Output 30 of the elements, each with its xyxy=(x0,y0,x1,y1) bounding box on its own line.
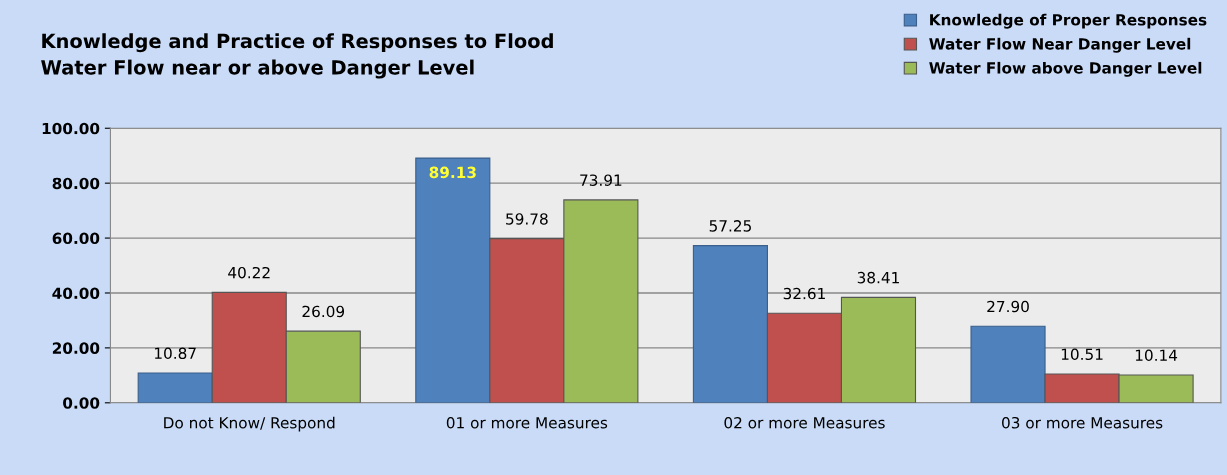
y-tick-label: 100.00 xyxy=(42,122,100,135)
data-label: 59.78 xyxy=(506,213,548,225)
legend-label: Water Flow Near Danger Level xyxy=(929,37,1191,53)
data-label: 57.25 xyxy=(709,220,751,232)
legend-label: Knowledge of Proper Responses xyxy=(930,13,1207,29)
data-label: 10.14 xyxy=(1135,349,1178,362)
x-tick-label: 02 or more Measures xyxy=(724,416,885,429)
bar xyxy=(137,372,213,403)
data-label: 89.13 xyxy=(429,166,476,179)
data-label: 32.61 xyxy=(783,287,825,300)
chart-title: Knowledge and Practice of Responses to Flood Water Flow near or above Danger Level xyxy=(41,33,553,79)
data-label: 73.91 xyxy=(580,174,622,186)
legend-label: Water Flow above Danger Level xyxy=(929,61,1202,77)
bar xyxy=(415,157,491,403)
data-label: 10.51 xyxy=(1061,348,1103,360)
data-label: 27.90 xyxy=(987,300,1029,313)
data-label: 38.41 xyxy=(857,271,899,284)
bar xyxy=(692,245,768,403)
x-tick-label: Do not Know/ Respond xyxy=(164,416,335,432)
y-tick-label: 0.00 xyxy=(63,397,100,409)
data-label: 26.09 xyxy=(302,305,345,318)
x-tick-label: 03 or more Measures xyxy=(1002,416,1163,429)
data-label: 10.87 xyxy=(155,347,196,360)
y-tick-label: 40.00 xyxy=(52,287,100,299)
y-tick-label: 60.00 xyxy=(52,232,100,245)
data-label: 40.22 xyxy=(228,266,270,279)
x-tick-label: 01 or more Measures xyxy=(446,416,608,429)
y-tick-label: 80.00 xyxy=(52,177,100,190)
y-tick-label: 20.00 xyxy=(52,342,100,354)
bar xyxy=(970,325,1046,403)
